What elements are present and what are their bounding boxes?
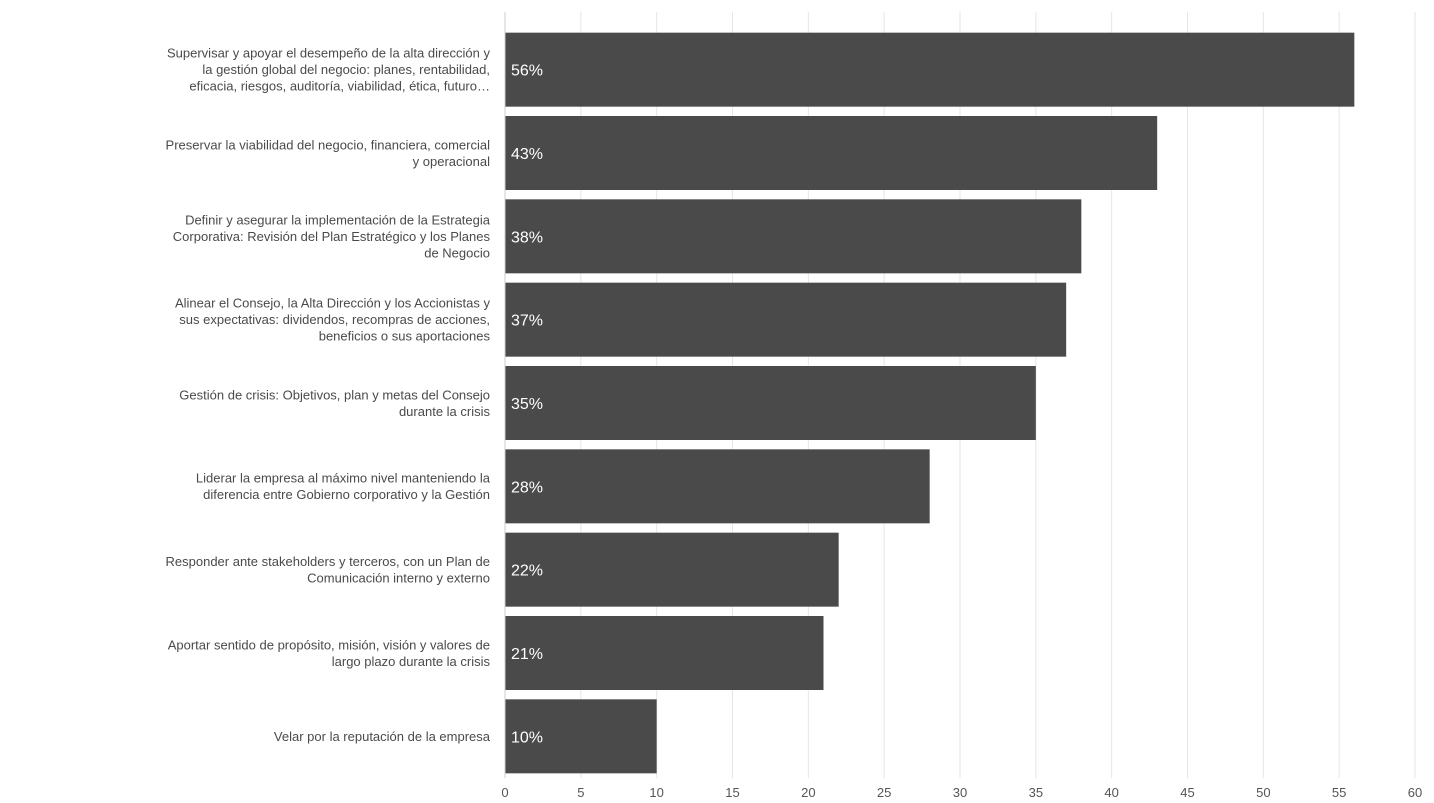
bar bbox=[505, 449, 930, 524]
category-label-line: Liderar la empresa al máximo nivel mante… bbox=[196, 471, 491, 486]
x-tick-label: 0 bbox=[501, 785, 508, 800]
category-label-line: la gestión global del negocio: planes, r… bbox=[202, 62, 490, 77]
category-labels: Supervisar y apoyar el desempeño de la a… bbox=[166, 46, 491, 744]
category-label-line: Alinear el Consejo, la Alta Dirección y … bbox=[175, 296, 491, 311]
x-tick-label: 50 bbox=[1256, 785, 1270, 800]
bar bbox=[505, 199, 1082, 274]
x-tick-label: 55 bbox=[1332, 785, 1346, 800]
category-label-line: Aportar sentido de propósito, misión, vi… bbox=[168, 637, 490, 652]
category-label-line: de Negocio bbox=[424, 245, 490, 260]
bar bbox=[505, 699, 657, 774]
category-label-line: y operacional bbox=[413, 154, 490, 169]
x-tick-label: 35 bbox=[1029, 785, 1043, 800]
category-label-line: Preservar la viabilidad del negocio, fin… bbox=[166, 137, 491, 152]
x-tick-label: 5 bbox=[577, 785, 584, 800]
bar bbox=[505, 616, 824, 690]
category-label-line: diferencia entre Gobierno corporativo y … bbox=[203, 487, 490, 502]
category-label-line: Supervisar y apoyar el desempeño de la a… bbox=[167, 46, 491, 61]
category-label: Gestión de crisis: Objetivos, plan y met… bbox=[179, 387, 490, 419]
category-label-line: Comunicación interno y externo bbox=[307, 570, 490, 585]
bar-value-label: 28% bbox=[511, 479, 543, 496]
bar-value-label: 37% bbox=[511, 313, 543, 330]
category-label: Liderar la empresa al máximo nivel mante… bbox=[196, 471, 491, 503]
category-label: Supervisar y apoyar el desempeño de la a… bbox=[167, 46, 491, 94]
bar bbox=[505, 532, 839, 607]
category-label: Preservar la viabilidad del negocio, fin… bbox=[166, 137, 491, 169]
category-label-line: sus expectativas: dividendos, recompras … bbox=[179, 312, 490, 327]
bar-value-label: 56% bbox=[511, 63, 543, 80]
category-label-line: Velar por la reputación de la empresa bbox=[274, 729, 491, 744]
category-label-line: Responder ante stakeholders y terceros, … bbox=[166, 554, 490, 569]
category-label: Aportar sentido de propósito, misión, vi… bbox=[168, 637, 491, 669]
category-label: Definir y asegurar la implementación de … bbox=[173, 212, 491, 260]
bar-value-label: 35% bbox=[511, 396, 543, 413]
bar-value-label: 43% bbox=[511, 146, 543, 163]
category-label-line: Corporativa: Revisión del Plan Estratégi… bbox=[173, 229, 491, 244]
bar-value-label: 22% bbox=[511, 563, 543, 580]
category-label: Alinear el Consejo, la Alta Dirección y … bbox=[175, 296, 491, 344]
category-label: Responder ante stakeholders y terceros, … bbox=[166, 554, 490, 586]
x-tick-label: 20 bbox=[801, 785, 815, 800]
category-label-line: eficacia, riesgos, auditoría, viabilidad… bbox=[189, 79, 490, 94]
category-label-line: beneficios o sus aportaciones bbox=[319, 329, 491, 344]
category-label-line: durante la crisis bbox=[399, 404, 491, 419]
x-tick-label: 60 bbox=[1408, 785, 1422, 800]
bar-value-label: 38% bbox=[511, 229, 543, 246]
bars: 56% 43% 38% 37% 35% 28% 22% 21% 10% bbox=[505, 32, 1355, 774]
x-tick-label: 15 bbox=[725, 785, 739, 800]
bar-value-label: 21% bbox=[511, 646, 543, 663]
bar-value-label: 10% bbox=[511, 729, 543, 746]
bar bbox=[505, 366, 1036, 440]
x-axis: 0 5 10 15 20 25 30 35 40 45 50 55 60 bbox=[501, 12, 1422, 800]
category-label: Velar por la reputación de la empresa bbox=[274, 729, 491, 744]
x-tick-label: 30 bbox=[953, 785, 967, 800]
category-label-line: largo plazo durante la crisis bbox=[332, 654, 491, 669]
x-tick-label: 10 bbox=[649, 785, 663, 800]
x-tick-label: 25 bbox=[877, 785, 891, 800]
bar bbox=[505, 32, 1355, 107]
category-label-line: Definir y asegurar la implementación de … bbox=[185, 212, 491, 227]
x-tick-label: 40 bbox=[1104, 785, 1118, 800]
x-tick-label: 45 bbox=[1180, 785, 1194, 800]
bar bbox=[505, 282, 1067, 357]
bar bbox=[505, 116, 1158, 190]
category-label-line: Gestión de crisis: Objetivos, plan y met… bbox=[179, 387, 490, 402]
